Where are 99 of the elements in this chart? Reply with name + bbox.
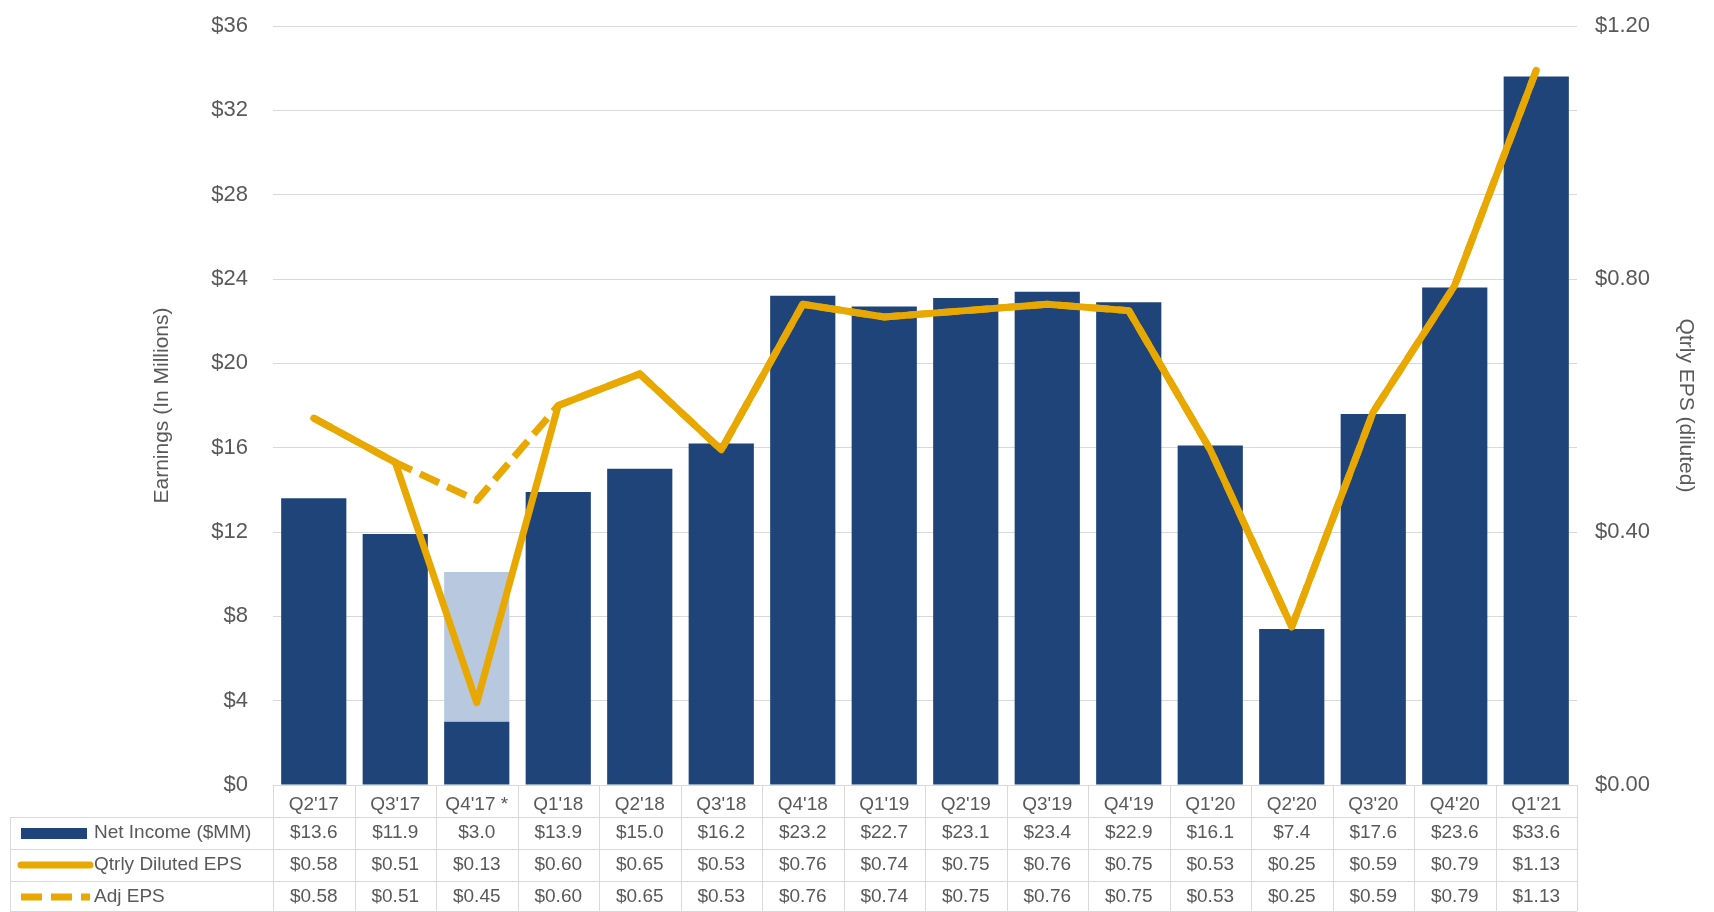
data-label: $0.13 [452, 853, 501, 875]
data-label: $3.0 [458, 821, 496, 843]
data-label: $0.53 [1186, 885, 1235, 907]
y-tick-label: $8 [223, 602, 248, 628]
y2-tick-label: $0.80 [1595, 265, 1651, 291]
x-tick-label: Q1'18 [533, 792, 584, 814]
data-label: $0.45 [452, 885, 501, 907]
data-label: $22.9 [1104, 821, 1153, 843]
y-tick-label: $0 [223, 771, 248, 797]
x-tick-label: Q4'18 [777, 792, 828, 814]
data-label: $7.4 [1273, 821, 1311, 843]
data-label: $0.75 [941, 885, 990, 907]
data-label: $16.2 [697, 821, 746, 843]
bar [525, 491, 591, 785]
y2-tick-label: $0.40 [1595, 518, 1651, 544]
x-tick-label: Q1'19 [859, 792, 910, 814]
legend-label: Net Income ($MM) [94, 821, 252, 843]
data-label: $0.75 [941, 853, 990, 875]
y-tick-label: $20 [211, 349, 248, 375]
bar [1503, 76, 1569, 785]
data-label: $0.51 [371, 885, 420, 907]
x-tick-label: Q2'17 [288, 792, 339, 814]
y2-tick-label: $1.20 [1595, 12, 1651, 38]
y-tick-label: $12 [211, 518, 248, 544]
y-axis-title: Earnings (In Millions) [149, 307, 173, 504]
data-label: $11.9 [372, 821, 419, 843]
bar [851, 306, 917, 785]
data-label: $0.59 [1349, 853, 1398, 875]
data-label: $0.65 [615, 853, 664, 875]
x-tick-label: Q3'17 [370, 792, 421, 814]
data-label: $23.6 [1430, 821, 1479, 843]
bar [1014, 291, 1080, 785]
bar [770, 295, 836, 785]
y-tick-label: $16 [211, 433, 248, 459]
data-label: $0.59 [1349, 885, 1398, 907]
data-label: $0.60 [534, 885, 583, 907]
x-tick-label: Q3'18 [696, 792, 747, 814]
data-label: $23.1 [941, 821, 990, 843]
data-label: $0.25 [1267, 885, 1316, 907]
bar [1177, 445, 1243, 785]
y-tick-label: $24 [211, 265, 248, 291]
data-label: $23.2 [778, 821, 827, 843]
data-label: $0.53 [697, 885, 746, 907]
x-tick-label: Q2'20 [1266, 792, 1317, 814]
data-label: $0.74 [860, 885, 909, 907]
data-label: $16.1 [1186, 821, 1235, 843]
y-tick-label: $36 [211, 12, 248, 38]
data-label: $0.74 [860, 853, 909, 875]
y-tick-label: $28 [211, 180, 248, 206]
data-label: $22.7 [860, 821, 909, 843]
x-tick-label: Q1'21 [1511, 792, 1562, 814]
x-tick-label: Q4'20 [1429, 792, 1480, 814]
data-label: $0.75 [1104, 853, 1153, 875]
bar [1422, 287, 1488, 785]
data-label: $0.51 [371, 853, 420, 875]
data-label: $13.9 [534, 821, 583, 843]
data-label: $17.6 [1349, 821, 1398, 843]
bar [362, 534, 428, 785]
bar [933, 297, 999, 785]
data-label: $0.76 [778, 885, 827, 907]
x-tick-label: Q4'17 * [445, 792, 509, 814]
data-label: $0.79 [1430, 885, 1479, 907]
data-label: $0.75 [1104, 885, 1153, 907]
bar [281, 498, 347, 785]
data-label: $0.53 [697, 853, 746, 875]
x-tick-label: Q2'18 [614, 792, 665, 814]
x-tick-label: Q2'19 [940, 792, 991, 814]
legend-label: Qtrly Diluted EPS [94, 853, 242, 875]
bar [688, 443, 754, 785]
data-label: $15.0 [615, 821, 664, 843]
legend-label: Adj EPS [94, 885, 165, 907]
data-label: $0.76 [1023, 885, 1072, 907]
bar [444, 721, 510, 785]
bar [1259, 628, 1325, 785]
x-tick-label: Q3'20 [1348, 792, 1399, 814]
data-label: $0.53 [1186, 853, 1235, 875]
data-label: $1.13 [1512, 885, 1561, 907]
y-tick-label: $4 [223, 686, 248, 712]
y2-tick-label: $0.00 [1595, 771, 1651, 797]
bar [1096, 302, 1162, 785]
y2-axis-title: Qtrly EPS (diluted) [1675, 318, 1699, 493]
data-label: $33.6 [1512, 821, 1561, 843]
data-label: $0.79 [1430, 853, 1479, 875]
data-label: $13.6 [289, 821, 338, 843]
data-label: $0.76 [778, 853, 827, 875]
y-tick-label: $32 [211, 96, 248, 122]
data-label: $0.65 [615, 885, 664, 907]
data-label: $1.13 [1512, 853, 1561, 875]
data-label: $0.58 [289, 885, 338, 907]
data-label: $23.4 [1023, 821, 1072, 843]
bar [1340, 413, 1406, 785]
data-label: $0.76 [1023, 853, 1072, 875]
data-label: $0.60 [534, 853, 583, 875]
bar [607, 468, 673, 785]
x-tick-label: Q1'20 [1185, 792, 1236, 814]
data-label: $0.25 [1267, 853, 1316, 875]
x-tick-label: Q3'19 [1022, 792, 1073, 814]
data-label: $0.58 [289, 853, 338, 875]
x-tick-label: Q4'19 [1103, 792, 1154, 814]
